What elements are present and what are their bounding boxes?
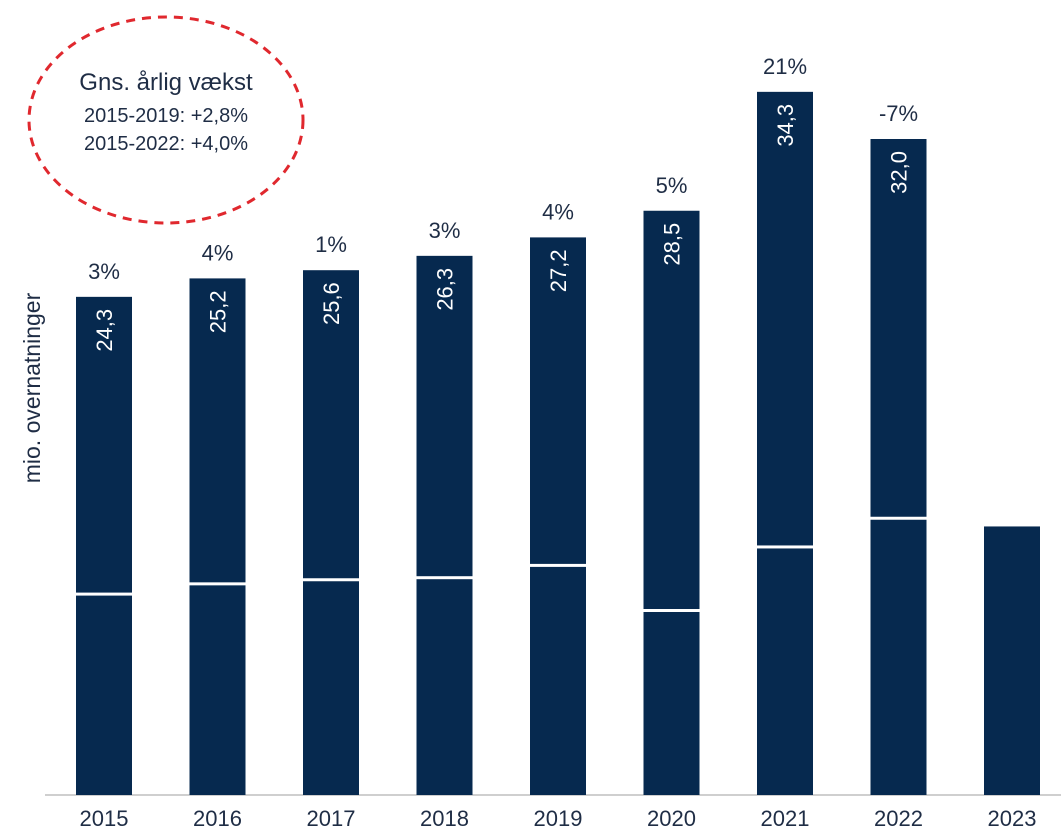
bar-segment — [757, 91, 813, 546]
bar-segment — [530, 237, 586, 564]
bar-segment — [984, 526, 1040, 795]
bar-segment — [643, 612, 700, 795]
total-label: 24,3 — [92, 309, 117, 352]
x-tick-label: 2015 — [80, 806, 129, 831]
bar-segment — [189, 585, 246, 795]
total-label: 25,6 — [319, 282, 344, 325]
growth-label: 3% — [88, 259, 120, 284]
bar-segment — [76, 595, 132, 795]
total-label: 34,3 — [773, 104, 798, 147]
bar-segment — [76, 296, 132, 593]
bar-segment — [870, 519, 927, 795]
total-label: 27,2 — [546, 249, 571, 292]
x-tick-label: 2023 — [988, 806, 1037, 831]
bar-segment — [416, 255, 473, 577]
x-tick-label: 2022 — [874, 806, 923, 831]
growth-label: 5% — [656, 173, 688, 198]
bar-segment — [303, 270, 359, 579]
bar-segment — [303, 581, 359, 795]
annotation-ellipse — [27, 15, 305, 225]
growth-label: 1% — [315, 232, 347, 257]
growth-label: 4% — [542, 199, 574, 224]
growth-label: 3% — [429, 218, 461, 243]
bar-segment — [530, 566, 586, 795]
x-tick-label: 2019 — [534, 806, 583, 831]
growth-label: 21% — [763, 54, 807, 79]
y-axis-label: mio. overnatninger — [19, 292, 45, 483]
bar-segment — [189, 278, 246, 583]
growth-label: 4% — [202, 240, 234, 265]
total-label: 32,0 — [887, 151, 912, 194]
bar-segment — [757, 548, 813, 795]
bar-segment — [870, 139, 927, 517]
x-tick-label: 2017 — [307, 806, 356, 831]
x-tick-label: 2016 — [193, 806, 242, 831]
growth-label: -7% — [879, 101, 918, 126]
x-tick-label: 2020 — [647, 806, 696, 831]
total-label: 28,5 — [660, 223, 685, 266]
annotation-title: Gns. årlig vækst — [79, 69, 253, 96]
total-label: 25,2 — [206, 290, 231, 333]
total-label: 26,3 — [433, 268, 458, 311]
annotation-line: 2015-2022: +4,0% — [84, 133, 248, 155]
annotation-line: 2015-2019: +2,8% — [84, 105, 248, 127]
x-tick-label: 2021 — [761, 806, 810, 831]
bar-segment — [416, 579, 473, 795]
bar-segment — [643, 210, 700, 609]
x-tick-label: 2018 — [420, 806, 469, 831]
